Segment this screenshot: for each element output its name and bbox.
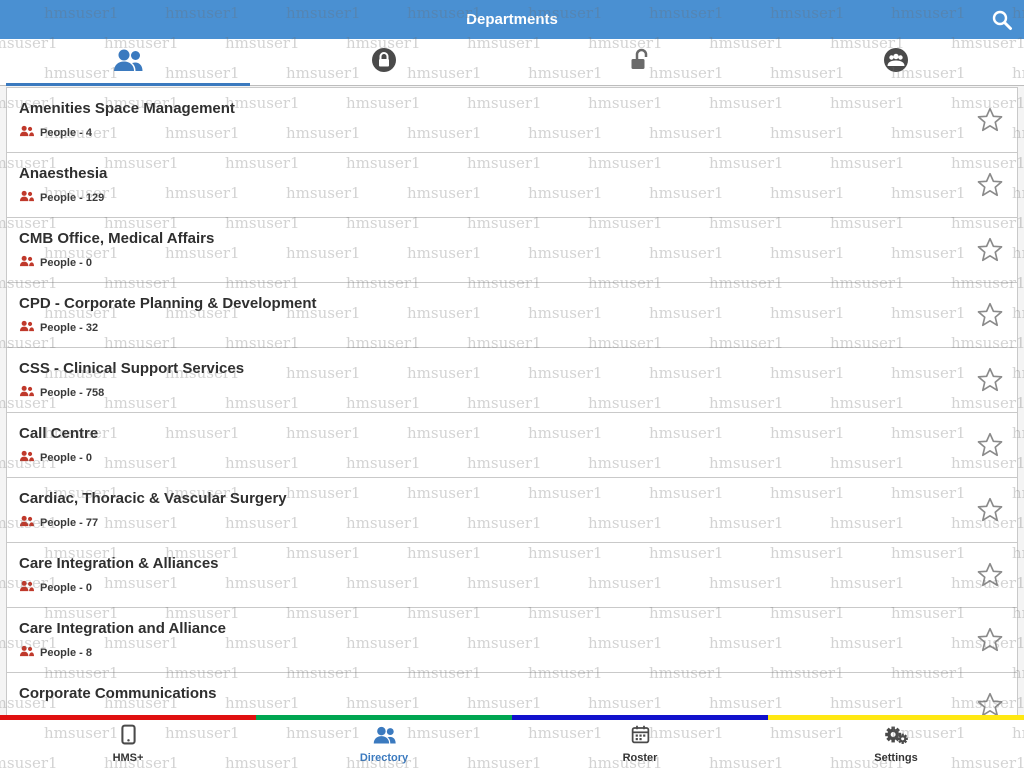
department-info: Call Centre People - 0	[19, 423, 975, 467]
people-count-label: People - 4	[40, 127, 92, 139]
department-info: CPD - Corporate Planning & Development P…	[19, 293, 975, 337]
department-name: Corporate Communications	[19, 685, 217, 702]
stripe-red	[0, 715, 256, 720]
tab-hms-label: HMS+	[112, 752, 144, 764]
people-count-label: People - 129	[40, 192, 105, 204]
people-icon	[19, 319, 34, 337]
bottom-tab-bar: HMS+ Directory	[0, 720, 1024, 768]
department-name: CSS - Clinical Support Services	[19, 360, 245, 377]
favorite-star-icon[interactable]	[975, 495, 1005, 525]
department-row[interactable]: CPD - Corporate Planning & Development P…	[6, 282, 1018, 348]
department-name: CMB Office, Medical Affairs	[19, 230, 215, 247]
department-info: Cardiac, Thoracic & Vascular Surgery Peo…	[19, 488, 975, 532]
people-icon	[19, 189, 34, 207]
stripe-yellow	[768, 715, 1024, 720]
tab-settings-label: Settings	[874, 752, 918, 764]
department-people: People - 77	[19, 514, 975, 532]
department-people: People - 0	[19, 449, 975, 467]
department-row[interactable]: Call Centre People - 0	[6, 412, 1018, 478]
department-people: People - 4	[19, 124, 975, 142]
page-title: Departments	[466, 11, 558, 28]
tab-unlocked[interactable]	[512, 39, 768, 85]
people-count-label: People - 0	[40, 257, 92, 269]
department-people: People - 758	[19, 384, 975, 402]
tab-locked[interactable]	[256, 39, 512, 85]
department-people: People - 8	[19, 644, 975, 662]
department-info: CSS - Clinical Support Services People -…	[19, 358, 975, 402]
bottom-bar: HMS+ Directory	[0, 715, 1024, 768]
department-info: Corporate Communications	[19, 683, 975, 727]
tab-directory[interactable]: Directory	[256, 720, 512, 768]
favorite-star-icon[interactable]	[975, 300, 1005, 330]
favorite-star-icon[interactable]	[975, 235, 1005, 265]
people-count-label: People - 32	[40, 322, 99, 334]
stripe-green	[256, 715, 512, 720]
department-info: Anaesthesia People - 129	[19, 163, 975, 207]
department-info: Care Integration and Alliance People - 8	[19, 618, 975, 662]
people-count-label: People - 8	[40, 647, 92, 659]
tab-hms[interactable]: HMS+	[0, 720, 256, 768]
department-name: Call Centre	[19, 425, 99, 442]
tab-roster-label: Roster	[622, 752, 658, 764]
lock-open-icon	[629, 47, 651, 78]
calendar-icon	[630, 724, 651, 750]
favorite-star-icon[interactable]	[975, 170, 1005, 200]
department-info: Amenities Space Management People - 4	[19, 98, 975, 142]
group-circle-icon	[883, 47, 909, 78]
people-icon	[111, 47, 145, 78]
department-row[interactable]: Care Integration & Alliances People - 0	[6, 542, 1018, 608]
lock-closed-icon	[371, 47, 397, 78]
people-count-label: People - 0	[40, 452, 92, 464]
directory-people-icon	[371, 725, 398, 750]
department-name: Anaesthesia	[19, 165, 108, 182]
people-icon	[19, 254, 34, 272]
people-count-label: People - 0	[40, 582, 92, 594]
people-icon	[19, 449, 34, 467]
people-icon	[19, 124, 34, 142]
department-people: People - 0	[19, 254, 975, 272]
color-stripe	[0, 715, 1024, 720]
department-name: Care Integration & Alliances	[19, 555, 219, 572]
top-tab-bar	[0, 39, 1024, 86]
people-count-label: People - 758	[40, 387, 105, 399]
department-row[interactable]: CSS - Clinical Support Services People -…	[6, 347, 1018, 413]
search-icon[interactable]	[990, 8, 1014, 32]
department-row[interactable]: Amenities Space Management People - 4	[6, 87, 1018, 153]
department-name: Amenities Space Management	[19, 100, 235, 117]
department-name: CPD - Corporate Planning & Development	[19, 295, 317, 312]
people-icon	[19, 644, 34, 662]
favorite-star-icon[interactable]	[975, 560, 1005, 590]
favorite-star-icon[interactable]	[975, 690, 1005, 720]
department-name: Cardiac, Thoracic & Vascular Surgery	[19, 490, 287, 507]
people-icon	[19, 514, 34, 532]
stripe-blue	[512, 715, 768, 720]
department-row[interactable]: CMB Office, Medical Affairs People - 0	[6, 217, 1018, 283]
department-row[interactable]: Care Integration and Alliance People - 8	[6, 607, 1018, 673]
department-info: Care Integration & Alliances People - 0	[19, 553, 975, 597]
department-row[interactable]: Cardiac, Thoracic & Vascular Surgery Peo…	[6, 477, 1018, 543]
people-icon	[19, 579, 34, 597]
app-header: Departments	[0, 0, 1024, 39]
department-people: People - 32	[19, 319, 975, 337]
tab-groups[interactable]	[768, 39, 1024, 85]
favorite-star-icon[interactable]	[975, 105, 1005, 135]
favorite-star-icon[interactable]	[975, 365, 1005, 395]
department-info: CMB Office, Medical Affairs People - 0	[19, 228, 975, 272]
people-count-label: People - 77	[40, 517, 99, 529]
department-name: Care Integration and Alliance	[19, 620, 226, 637]
tab-settings[interactable]: Settings	[768, 720, 1024, 768]
department-people: People - 0	[19, 579, 975, 597]
gears-icon	[884, 724, 908, 750]
department-list: Amenities Space Management People - 4	[6, 87, 1018, 768]
favorite-star-icon[interactable]	[975, 430, 1005, 460]
tab-departments-people[interactable]	[0, 39, 256, 86]
people-icon	[19, 384, 34, 402]
tab-directory-label: Directory	[359, 751, 409, 764]
department-people: People - 129	[19, 189, 975, 207]
favorite-star-icon[interactable]	[975, 625, 1005, 655]
department-row[interactable]: Anaesthesia People - 129	[6, 152, 1018, 218]
tab-roster[interactable]: Roster	[512, 720, 768, 768]
phone-icon	[120, 724, 136, 750]
